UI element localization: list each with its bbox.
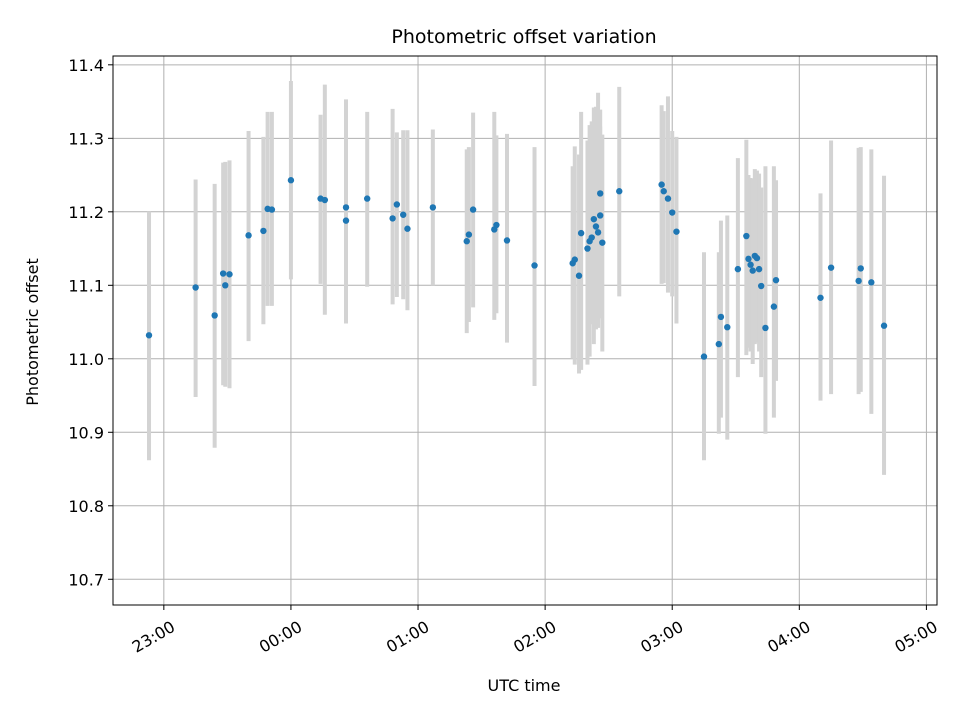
data-point xyxy=(531,262,538,269)
y-tick-label: 10.9 xyxy=(68,423,104,442)
data-point xyxy=(465,231,473,238)
data-point xyxy=(747,261,754,268)
data-point xyxy=(393,201,401,208)
data-point xyxy=(342,204,350,211)
data-point xyxy=(817,294,824,301)
data-point xyxy=(762,324,769,332)
data-point xyxy=(596,190,604,197)
y-tick-label: 11.2 xyxy=(68,203,104,222)
data-point xyxy=(827,264,835,271)
data-point xyxy=(757,282,765,290)
data-point xyxy=(493,221,500,229)
data-point xyxy=(658,181,665,188)
data-point xyxy=(700,353,708,360)
y-tick-label: 11.0 xyxy=(68,350,104,369)
data-point xyxy=(571,256,578,263)
data-point xyxy=(429,204,437,211)
data-point xyxy=(211,312,218,319)
data-point xyxy=(857,265,864,272)
data-point xyxy=(222,282,229,289)
data-point xyxy=(770,303,778,310)
data-point xyxy=(660,188,667,195)
y-tick-label: 10.8 xyxy=(68,497,104,516)
y-tick-label: 11.3 xyxy=(68,129,104,148)
data-point xyxy=(245,232,252,239)
y-tick-label: 11.1 xyxy=(68,276,104,295)
data-point xyxy=(745,255,752,263)
data-point xyxy=(342,217,350,224)
data-point xyxy=(669,209,676,216)
x-axis-label: UTC time xyxy=(488,676,561,695)
data-point xyxy=(400,211,407,218)
data-point xyxy=(599,239,606,246)
data-point xyxy=(596,212,604,219)
data-point xyxy=(389,215,396,222)
chart-title: Photometric offset variation xyxy=(391,26,656,48)
data-point xyxy=(717,313,725,321)
data-point xyxy=(880,322,888,329)
data-points xyxy=(145,177,888,360)
data-point xyxy=(616,188,623,195)
data-point xyxy=(734,265,742,273)
y-axis-ticks: 10.7 10.8 10.9 11.0 11.1 11.2 11.3 11.4 xyxy=(68,56,113,589)
data-point xyxy=(590,215,598,223)
data-point xyxy=(226,271,233,278)
data-point xyxy=(287,177,295,184)
data-point xyxy=(260,227,267,235)
data-point xyxy=(588,234,595,241)
data-point xyxy=(192,284,199,291)
data-point xyxy=(321,196,329,204)
data-point xyxy=(503,237,511,244)
data-point xyxy=(463,238,470,245)
data-point xyxy=(772,276,780,284)
data-point xyxy=(145,332,153,339)
data-point xyxy=(743,232,750,240)
data-point xyxy=(268,206,276,213)
data-point xyxy=(715,340,723,348)
data-point xyxy=(664,195,672,202)
y-axis-label: Photometric offset xyxy=(23,258,42,406)
data-point xyxy=(577,229,585,237)
data-point xyxy=(724,323,731,331)
data-point xyxy=(592,223,600,230)
data-point xyxy=(469,206,477,213)
data-point xyxy=(594,229,602,236)
data-point xyxy=(584,245,591,252)
plot-frame xyxy=(112,55,938,606)
data-point xyxy=(753,254,761,262)
data-point xyxy=(404,225,411,232)
data-point xyxy=(755,265,763,273)
data-point xyxy=(749,267,756,274)
data-point xyxy=(855,277,862,285)
y-tick-label: 10.7 xyxy=(68,570,104,589)
data-point xyxy=(575,272,583,279)
data-point xyxy=(363,195,371,202)
y-tick-label: 11.4 xyxy=(68,56,104,75)
data-point xyxy=(219,270,227,277)
data-point xyxy=(673,228,680,235)
data-point xyxy=(868,279,875,286)
